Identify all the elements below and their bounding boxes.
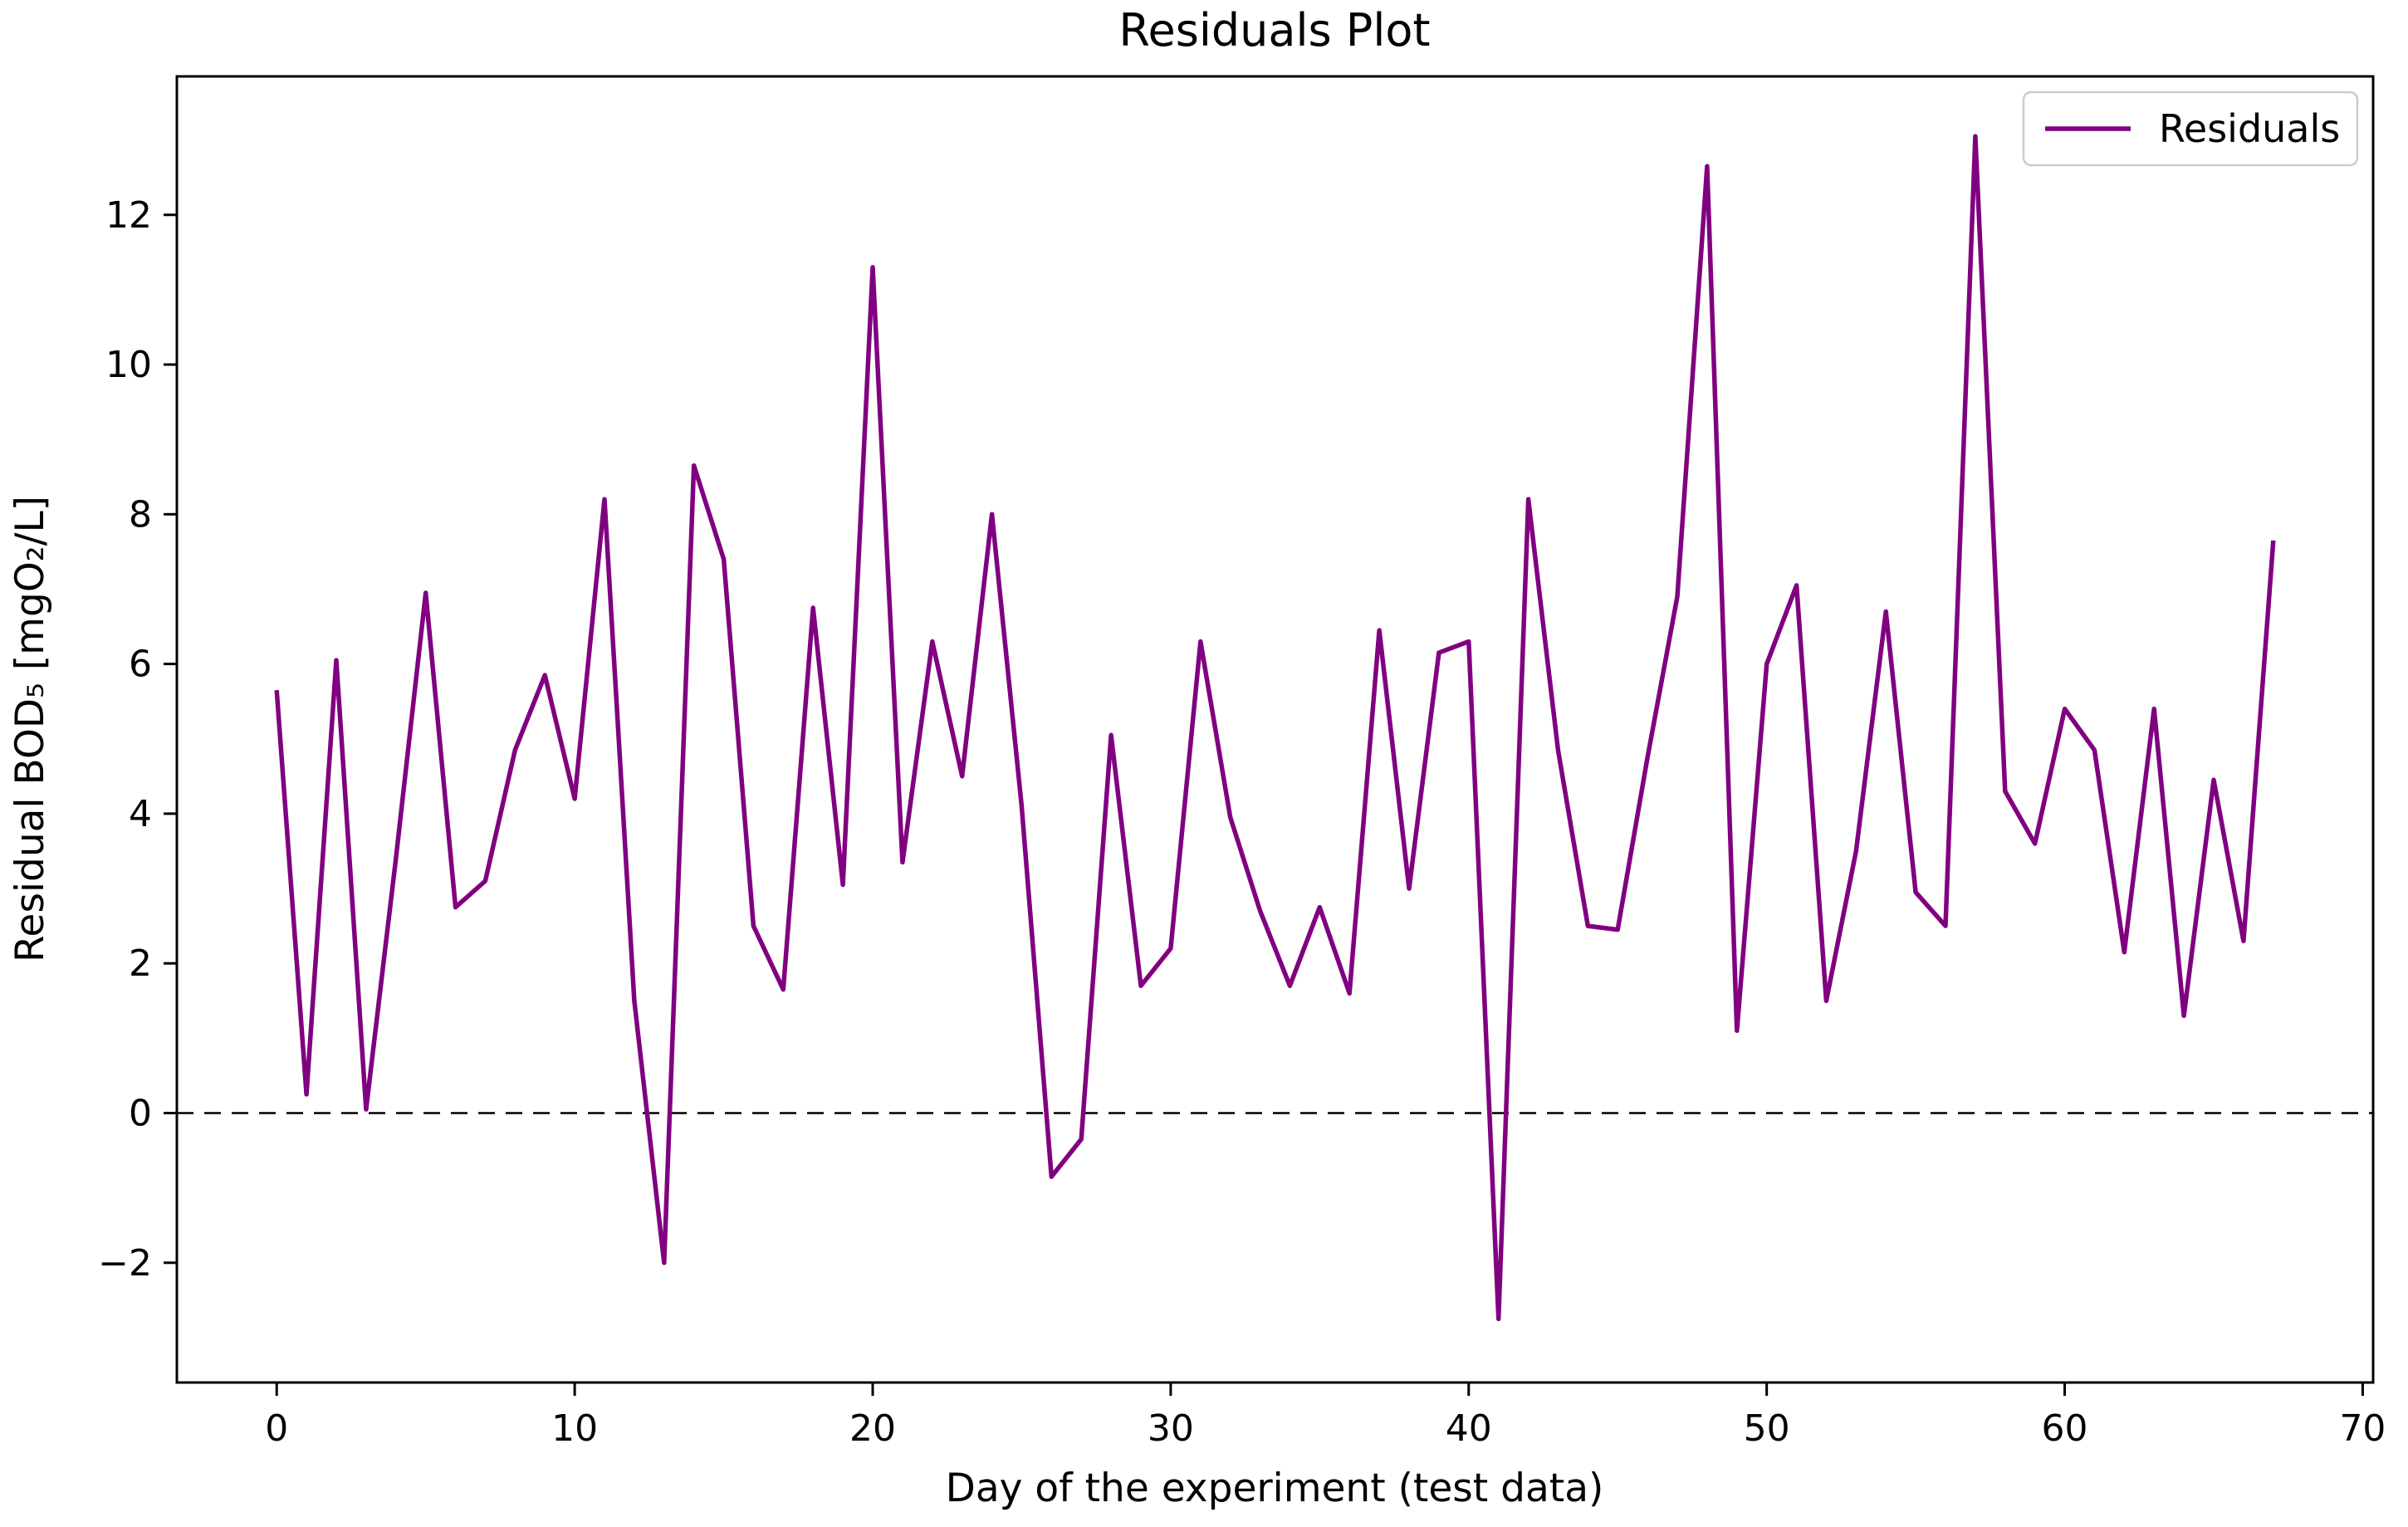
x-axis-ticks: 0 10 20 30 40 50 60 70 (265, 1383, 2386, 1450)
x-tick-label: 30 (1148, 1407, 1194, 1450)
y-tick-label: 8 (129, 493, 152, 536)
y-axis-ticks: −2 0 2 4 6 8 10 12 (98, 194, 177, 1285)
y-tick-label: 4 (129, 793, 152, 835)
y-tick-label: −2 (98, 1242, 152, 1285)
x-tick-label: 50 (1744, 1407, 1790, 1450)
legend: Residuals (2022, 91, 2359, 167)
legend-box (2022, 91, 2359, 167)
x-tick-label: 60 (2042, 1407, 2088, 1450)
residuals-line (274, 134, 2276, 1322)
chart-title: Residuals Plot (1118, 4, 1430, 56)
x-tick-label: 0 (265, 1407, 288, 1450)
y-tick-label: 2 (129, 942, 152, 985)
x-tick-label: 40 (1446, 1407, 1492, 1450)
x-tick-label: 20 (849, 1407, 896, 1450)
y-tick-label: 12 (105, 194, 152, 237)
legend-label: Residuals (2159, 106, 2340, 151)
y-tick-label: 6 (129, 644, 152, 686)
y-tick-label: 0 (129, 1092, 152, 1134)
x-tick-label: 70 (2339, 1407, 2386, 1450)
y-axis-label: Residual BOD₅ [mgO₂/L] (7, 496, 53, 962)
axes-spines (175, 75, 2375, 1384)
x-axis-label: Day of the experiment (test data) (946, 1466, 1604, 1511)
x-tick-label: 10 (551, 1407, 598, 1450)
plot-area (177, 76, 2373, 1383)
y-tick-label: 10 (105, 344, 152, 386)
